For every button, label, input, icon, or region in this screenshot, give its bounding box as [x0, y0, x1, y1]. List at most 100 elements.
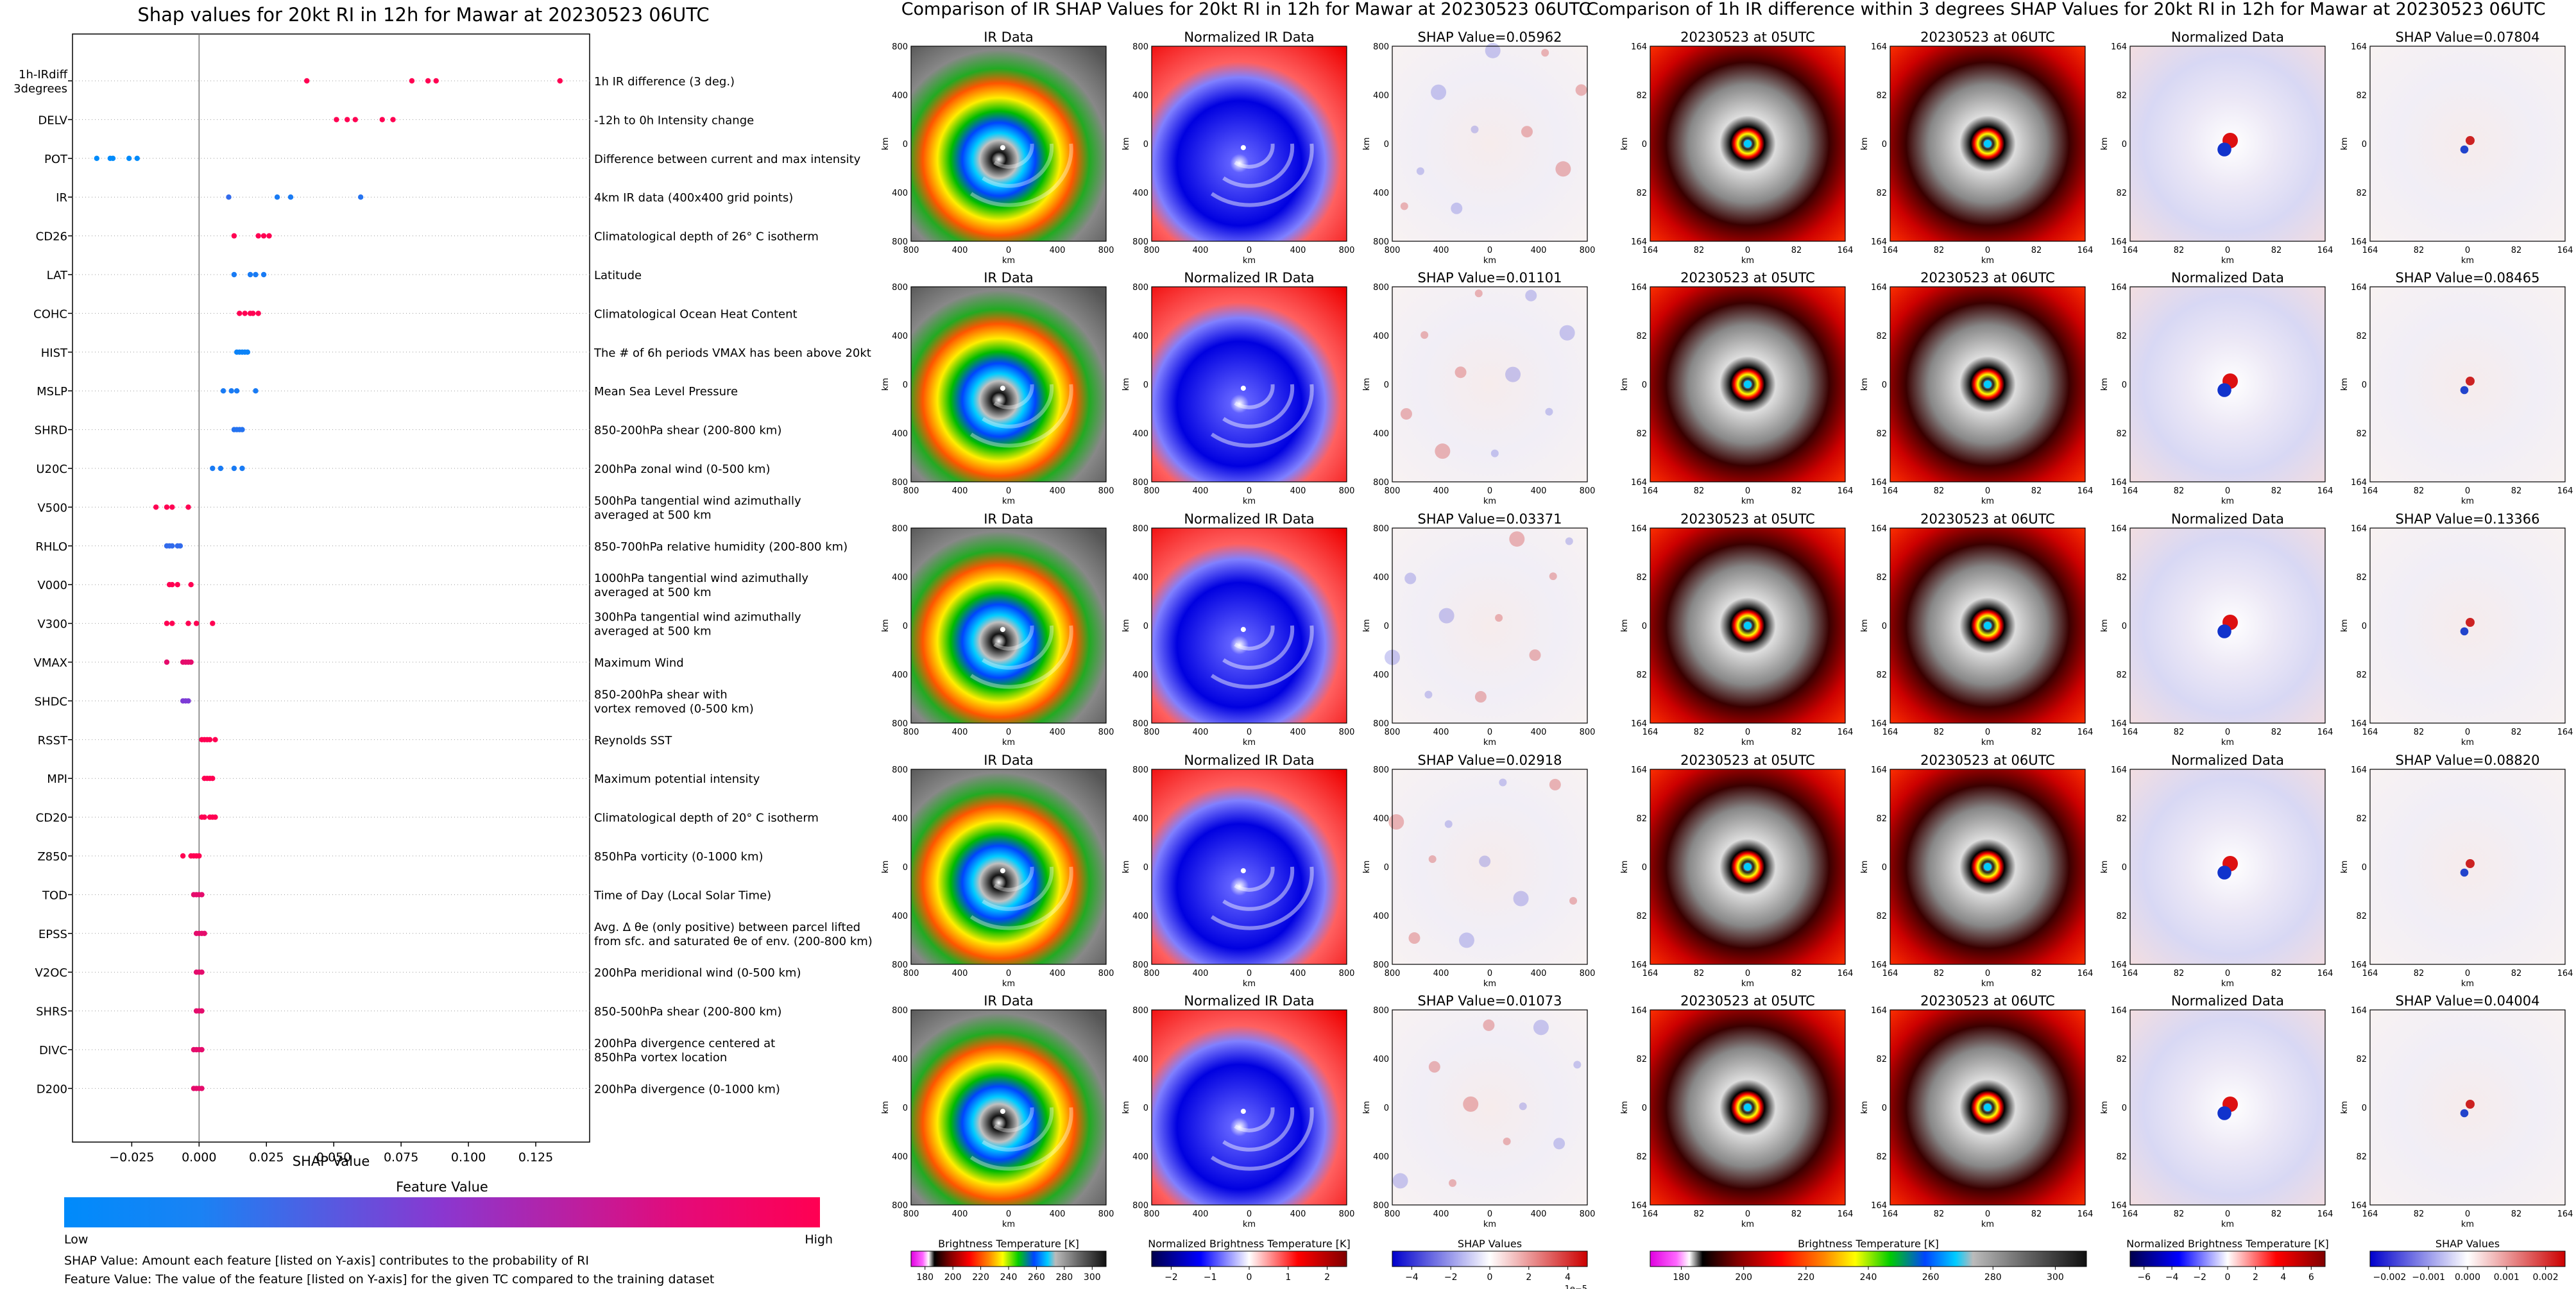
x-tick-label: 800: [1339, 486, 1355, 496]
x-tick-label: 0: [2465, 728, 2470, 737]
storm-eye: [1744, 863, 1752, 871]
shap-point: [250, 311, 256, 316]
feature-description-label: 300hPa tangential wind azimuthallyaverag…: [594, 611, 801, 638]
y-tick-label: 82: [2356, 814, 2367, 824]
shap-blob: [1485, 42, 1501, 58]
y-axis-label: km: [1620, 1101, 1630, 1114]
storm-eye: [1744, 380, 1752, 388]
y-axis-label: km: [1362, 860, 1372, 873]
y-tick-label: 0: [1143, 1104, 1148, 1113]
panel-image: [1392, 46, 1587, 241]
panel-image: [1392, 287, 1587, 482]
shap-point: [379, 117, 385, 123]
y-axis-label: km: [1122, 1101, 1131, 1114]
y-tick-label: 164: [1631, 478, 1647, 488]
x-tick-label: 82: [1694, 1209, 1705, 1219]
x-tick-label: 0.075: [384, 1150, 418, 1165]
cloud-band: [993, 625, 1034, 651]
panel-frame: [1650, 1009, 1846, 1206]
y-tick-label: 82: [1876, 189, 1887, 198]
colorbar: Brightness Temperature [K] 180 200 220 240 26…: [910, 1238, 1107, 1283]
x-tick-label: 164: [2362, 728, 2378, 737]
cloud-band: [969, 625, 1073, 689]
y-tick-label: 0: [1384, 863, 1389, 873]
panel-frame: [1392, 286, 1588, 482]
panel-title: Normalized Data: [2171, 993, 2284, 1009]
colorbar-tick-label: 240: [1860, 1272, 1877, 1283]
x-tick-label: 82: [2414, 486, 2425, 496]
y-tick-label: 164: [2351, 283, 2367, 293]
y-tick-label: 164: [1871, 283, 1887, 293]
y-tick-label: 164: [2111, 524, 2127, 534]
colorbar-strip: [2369, 1251, 2566, 1267]
y-tick-label: 800: [1132, 1006, 1148, 1016]
y-tick-label: 800: [892, 478, 908, 488]
shap-point: [237, 311, 243, 316]
x-tick-label: 82: [2271, 969, 2282, 978]
shap-blob: [1553, 1138, 1565, 1150]
shap-negative-core: [2460, 868, 2469, 877]
colorbar-tick-label: −2: [1444, 1272, 1458, 1283]
shap-footnote: SHAP Value: Amount each feature [listed …: [64, 1254, 589, 1268]
x-tick-label: 164: [1642, 246, 1659, 255]
cloud-band: [1222, 384, 1295, 429]
x-tick-label: 400: [1050, 486, 1066, 496]
svg-text:V500: V500: [37, 501, 67, 515]
y-tick-label: 82: [1876, 332, 1887, 341]
panel-image: [911, 769, 1106, 964]
svg-text:COHC: COHC: [33, 307, 67, 321]
y-axis-label: km: [1362, 619, 1372, 632]
panel-title: 20230523 at 06UTC: [1920, 511, 2055, 527]
y-tick-label: 164: [1631, 237, 1647, 247]
x-axis-label: km: [1002, 497, 1015, 506]
y-tick-label: 164: [1631, 283, 1647, 293]
feature-code-label: DELV: [38, 114, 67, 127]
shap-blob: [1525, 289, 1537, 302]
y-tick-label: 800: [1373, 960, 1389, 970]
cloud-band: [969, 866, 1073, 930]
ir-shap-panel-grid: IR Data80080040040000400400800800kmkmNor…: [881, 30, 1595, 1289]
shap-blob: [1575, 84, 1587, 96]
panel-frame: [2129, 286, 2326, 482]
shap-blob: [1458, 932, 1474, 948]
x-axis-label: km: [1483, 256, 1496, 266]
svg-text:3degrees: 3degrees: [13, 82, 67, 96]
image-panel: SHAP Value=0.010738008004004000040040080…: [1362, 993, 1595, 1229]
shap-blob: [1420, 331, 1429, 339]
y-tick-label: 82: [1876, 912, 1887, 921]
x-tick-label: 164: [1642, 486, 1659, 496]
cloud-band: [1222, 866, 1295, 911]
cloud-band: [1222, 625, 1295, 670]
shap-point: [201, 814, 207, 820]
feature-code-label: IR: [56, 191, 67, 205]
x-tick-label: 0.000: [182, 1150, 216, 1165]
cloud-band: [993, 384, 1034, 409]
x-tick-label: 164: [2077, 1209, 2094, 1219]
cloud-band: [1210, 1107, 1314, 1171]
x-axis-label: km: [1483, 738, 1496, 747]
x-tick-label: 164: [2557, 969, 2573, 978]
x-tick-label: 82: [1934, 728, 1945, 737]
x-tick-label: 82: [1694, 246, 1705, 255]
x-tick-label: 800: [1098, 246, 1114, 255]
colorbar-tick-label: 200: [944, 1272, 962, 1283]
x-tick-label: 400: [1050, 1209, 1066, 1219]
shap-point: [228, 388, 234, 394]
y-tick-label: 0: [2362, 863, 2367, 873]
colorbar-tick-label: 260: [1922, 1272, 1940, 1283]
x-tick-label: 82: [1694, 486, 1705, 496]
colorbar-tick-label: 0.002: [2533, 1272, 2559, 1283]
y-tick-label: 400: [1132, 332, 1148, 341]
svg-text:1000hPa tangential wind azimut: 1000hPa tangential wind azimuthally: [594, 572, 808, 585]
x-tick-label: 82: [1791, 969, 1802, 978]
cloud-band: [993, 143, 1034, 169]
shap-point: [199, 1008, 205, 1014]
shap-blob: [1435, 443, 1451, 459]
shap-point: [242, 311, 248, 316]
shap-blob: [1541, 49, 1549, 57]
colorbar-tick-label: −6: [2137, 1272, 2151, 1283]
colorbar-label: Normalized Brightness Temperature [K]: [2126, 1238, 2329, 1250]
panel-frame: [1889, 286, 2086, 482]
y-tick-label: 82: [1636, 189, 1647, 198]
